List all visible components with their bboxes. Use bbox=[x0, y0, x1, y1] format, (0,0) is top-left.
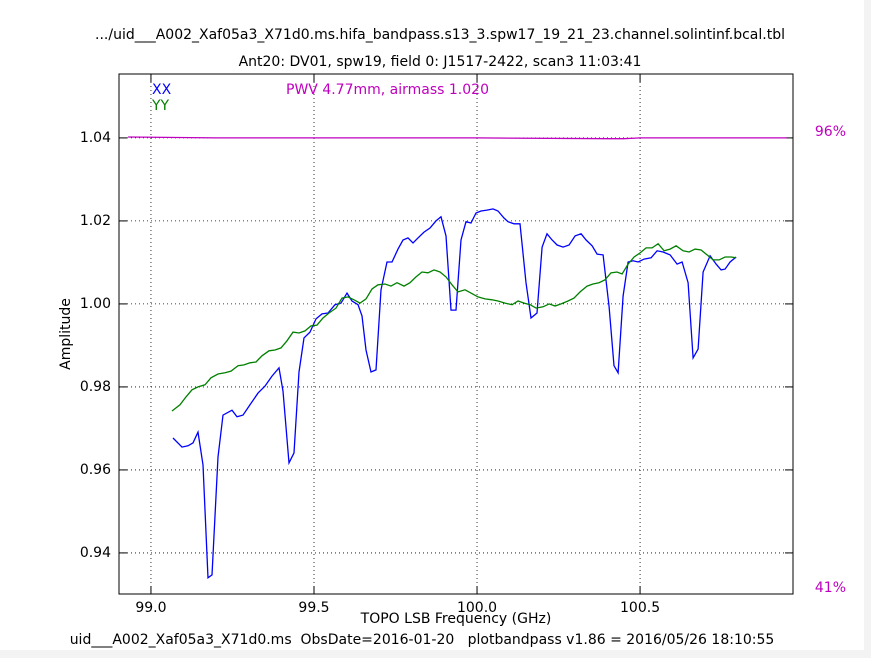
plot-frame bbox=[118, 73, 794, 595]
y-tick-label: 0.94 bbox=[80, 545, 111, 561]
legend-label: XX bbox=[152, 82, 172, 98]
series-line bbox=[171, 242, 737, 412]
chart-title: .../uid___A002_Xaf05a3_X71d0.ms.hifa_ban… bbox=[95, 27, 785, 43]
annotation: PWV 4.77mm, airmass 1.020 bbox=[286, 82, 489, 98]
figure bbox=[0, 0, 864, 650]
y-tick-label: 0.96 bbox=[80, 462, 111, 478]
x-axis-label: TOPO LSB Frequency (GHz) bbox=[360, 611, 552, 627]
series-line bbox=[172, 208, 737, 580]
y-tick-label: 1.02 bbox=[80, 213, 111, 229]
y-tick-label: 0.98 bbox=[80, 379, 111, 395]
chart-subtitle: Ant20: DV01, spw19, field 0: J1517-2422,… bbox=[239, 54, 642, 70]
x-tick-label: 100.5 bbox=[620, 600, 660, 616]
footer: uid___A002_Xaf05a3_X71d0.ms ObsDate=2016… bbox=[70, 632, 775, 648]
x-tick-label: 100.0 bbox=[457, 600, 497, 616]
legend-label: YY bbox=[151, 98, 170, 114]
x-tick-label: 99.5 bbox=[298, 600, 329, 616]
x-tick-label: 99.0 bbox=[135, 600, 166, 616]
y2-tick-label: 96% bbox=[815, 124, 846, 140]
y-tick-label: 1.00 bbox=[80, 296, 111, 312]
y-tick-label: 1.04 bbox=[80, 130, 111, 146]
series-line bbox=[128, 136, 787, 140]
y-axis-label: Amplitude bbox=[58, 298, 74, 370]
y2-tick-label: 41% bbox=[815, 580, 846, 596]
